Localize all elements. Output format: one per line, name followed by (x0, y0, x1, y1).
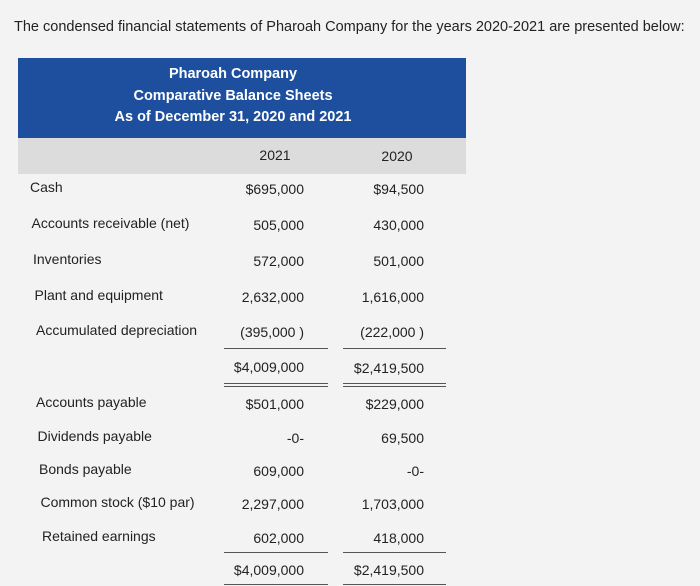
double-rule (343, 584, 446, 585)
amount-2020: 69,500 (381, 430, 424, 446)
double-rule (224, 383, 328, 384)
row-label: Plant and equipment (34, 287, 163, 303)
amount-2021: 505,000 (253, 217, 304, 233)
intro-text: The condensed financial statements of Ph… (14, 19, 685, 35)
row-label: Inventories (33, 251, 102, 267)
subtotal-rule (224, 552, 328, 553)
row-label: Dividends payable (37, 428, 152, 444)
double-rule (224, 584, 328, 585)
amount-2021: 2,632,000 (241, 289, 304, 305)
double-rule (343, 386, 446, 387)
column-year: 2020 (381, 148, 413, 164)
subtotal-rule (224, 348, 328, 349)
total-2021: $4,009,000 (233, 359, 304, 375)
row-label: Cash (30, 179, 63, 195)
amount-2020: $229,000 (365, 396, 424, 412)
company-name: Pharoah Company (168, 66, 298, 82)
amount-2021: (395,000 ) (240, 324, 304, 340)
subtotal-rule (343, 348, 446, 349)
amount-2021: -0- (286, 430, 304, 446)
subtotal-rule (343, 552, 446, 553)
double-rule (224, 386, 328, 387)
amount-2021: 2,297,000 (241, 496, 304, 512)
amount-2021: 602,000 (253, 530, 304, 546)
amount-2020: (222,000 ) (360, 324, 424, 340)
double-rule (343, 383, 446, 384)
total-2021: $4,009,000 (233, 562, 304, 578)
column-header-row (18, 138, 466, 174)
amount-2020: 1,703,000 (361, 496, 424, 512)
table-header: Pharoah Company Comparative Balance Shee… (18, 58, 466, 138)
amount-2020: 1,616,000 (361, 289, 424, 305)
amount-2020: $94,500 (373, 181, 424, 197)
row-label: Bonds payable (39, 461, 132, 477)
amount-2020: 430,000 (373, 217, 424, 233)
row-label: Accounts receivable (net) (31, 215, 190, 231)
amount-2021: $695,000 (245, 181, 304, 197)
amount-2021: $501,000 (245, 396, 304, 412)
total-2020: $2,419,500 (353, 360, 424, 376)
row-label: Retained earnings (42, 528, 156, 544)
amount-2021: 609,000 (253, 463, 304, 479)
row-label: Accumulated depreciation (36, 322, 198, 338)
statement-date: As of December 31, 2020 and 2021 (114, 109, 352, 125)
amount-2020: 418,000 (373, 530, 424, 546)
amount-2021: 572,000 (253, 253, 304, 269)
row-label: Common stock ($10 par) (40, 494, 195, 510)
total-2020: $2,419,500 (353, 562, 424, 578)
row-label: Accounts payable (36, 394, 147, 410)
column-year: 2021 (259, 147, 291, 163)
amount-2020: 501,000 (373, 253, 424, 269)
statement-name: Comparative Balance Sheets (133, 88, 333, 104)
amount-2020: -0- (406, 463, 424, 479)
